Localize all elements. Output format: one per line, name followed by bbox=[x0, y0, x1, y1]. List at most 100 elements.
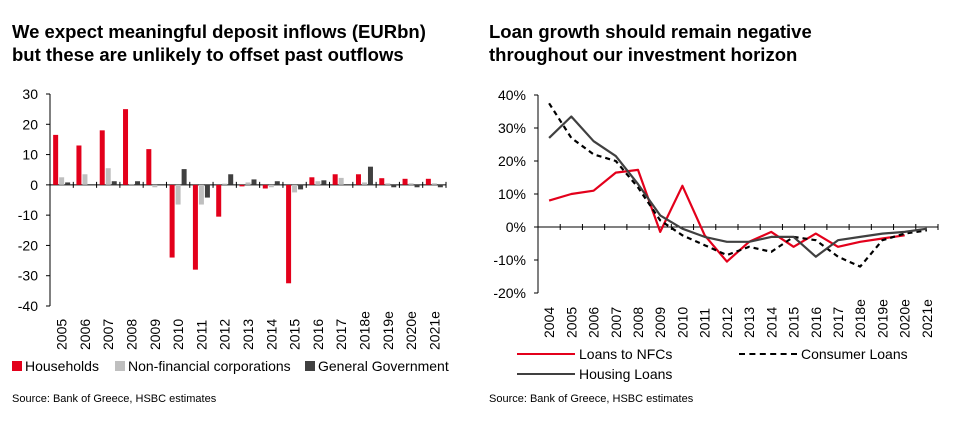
x-tick-label: 2015 bbox=[287, 319, 303, 350]
legend-swatch-nfc bbox=[115, 361, 125, 371]
x-tick-label: 2006 bbox=[586, 307, 602, 338]
y-tick-label: 0% bbox=[506, 219, 526, 235]
y-tick-label: 20% bbox=[498, 153, 526, 169]
bar-general-government bbox=[204, 184, 210, 198]
y-tick-label: -10 bbox=[18, 207, 38, 223]
x-tick-label: 2019e bbox=[874, 299, 890, 338]
x-tick-label: 2005 bbox=[54, 319, 70, 350]
x-tick-label: 2006 bbox=[77, 319, 93, 350]
x-tick-label: 2008 bbox=[124, 319, 140, 350]
legend-line-housing-loans bbox=[517, 373, 575, 375]
series-line-consumer-loans bbox=[548, 102, 928, 268]
bar-households bbox=[192, 184, 198, 270]
x-tick-label: 2014 bbox=[263, 319, 279, 350]
bar-households bbox=[425, 178, 431, 185]
bar-non-financial-corporations bbox=[105, 168, 111, 185]
x-tick-label: 2020e bbox=[403, 311, 419, 350]
x-tick-label: 2021e bbox=[426, 311, 442, 350]
bar-households bbox=[286, 184, 292, 284]
bar-general-government bbox=[251, 179, 257, 185]
x-tick-label: 2005 bbox=[563, 307, 579, 338]
legend-line-consumer-loans bbox=[739, 353, 797, 355]
legend-label-government: General Government bbox=[318, 358, 449, 374]
bar-households bbox=[169, 184, 175, 258]
bar-general-government bbox=[367, 166, 373, 185]
x-tick-label: 2011 bbox=[697, 308, 713, 338]
bar-households bbox=[239, 184, 245, 187]
bar-households bbox=[262, 184, 268, 189]
x-tick-label: 2010 bbox=[170, 319, 186, 350]
title-line-2: throughout our investment horizon bbox=[489, 44, 798, 65]
bar-general-government bbox=[274, 181, 280, 185]
bar-general-government bbox=[414, 184, 420, 188]
bar-general-government bbox=[65, 182, 71, 185]
bar-non-financial-corporations bbox=[129, 183, 135, 185]
x-tick-label: 2009 bbox=[147, 319, 163, 350]
x-tick-label: 2019e bbox=[380, 311, 396, 350]
series-line-loans-to-nfcs bbox=[548, 168, 905, 263]
legend-label-housing-loans: Housing Loans bbox=[579, 366, 673, 382]
bar-general-government bbox=[135, 181, 141, 185]
loan-growth-line-chart: 40% 30% 20% 10% 0% -10% -20% 2004 2005 2006 2007 20… bbox=[493, 87, 939, 338]
legend-item-nfc: Non-financial corporations bbox=[115, 358, 291, 374]
bar-general-government bbox=[228, 174, 234, 185]
bar-non-financial-corporations bbox=[338, 177, 344, 185]
bar-general-government bbox=[391, 184, 397, 188]
bar-households bbox=[123, 109, 129, 185]
loan-source-note: Source: Bank of Greece, HSBC estimates bbox=[489, 393, 694, 405]
bar-non-financial-corporations bbox=[245, 182, 251, 185]
bar-households bbox=[402, 178, 408, 185]
bar-non-financial-corporations bbox=[152, 184, 158, 188]
y-tick-label: 20 bbox=[22, 116, 38, 132]
y-tick-label: -20% bbox=[493, 285, 526, 301]
bar-households bbox=[379, 178, 385, 185]
bar-non-financial-corporations bbox=[385, 183, 391, 185]
x-tick-label: 2020e bbox=[897, 299, 913, 338]
bar-non-financial-corporations bbox=[268, 184, 274, 188]
bar-general-government bbox=[321, 180, 327, 185]
deposit-chart-title: We expect meaningful deposit inflows (EU… bbox=[12, 20, 482, 66]
y-tick-label: 40% bbox=[498, 87, 526, 103]
title-line-1: Loan growth should remain negative bbox=[489, 21, 812, 42]
legend-item-consumer-loans: Consumer Loans bbox=[739, 346, 908, 362]
bar-non-financial-corporations bbox=[222, 183, 228, 185]
loan-chart-title: Loan growth should remain negative throu… bbox=[489, 20, 959, 66]
x-tick-label: 2012 bbox=[217, 319, 233, 350]
legend-item-government: General Government bbox=[305, 358, 449, 374]
bar-non-financial-corporations bbox=[198, 184, 204, 205]
bar-non-financial-corporations bbox=[82, 174, 88, 185]
legend-label-households: Households bbox=[25, 358, 99, 374]
bar-general-government bbox=[111, 181, 117, 185]
loan-growth-panel: Loan growth should remain negative throu… bbox=[481, 0, 962, 443]
bar-households bbox=[309, 177, 315, 185]
bar-general-government bbox=[181, 169, 187, 185]
x-tick-label: 2018e bbox=[356, 311, 372, 350]
x-tick-label: 2016 bbox=[310, 319, 326, 350]
y-tick-label: -30 bbox=[18, 268, 38, 284]
legend-item-households: Households bbox=[12, 358, 99, 374]
x-tick-label: 2018e bbox=[852, 299, 868, 338]
x-tick-label: 2013 bbox=[240, 319, 256, 350]
bar-non-financial-corporations bbox=[431, 183, 437, 185]
legend-item-nfc-loans: Loans to NFCs bbox=[517, 346, 672, 362]
bar-households bbox=[216, 184, 222, 217]
y-tick-label: 10% bbox=[498, 186, 526, 202]
bar-households bbox=[146, 149, 152, 185]
bar-general-government bbox=[298, 184, 304, 190]
x-tick-label: 2009 bbox=[652, 307, 668, 338]
x-tick-label: 2004 bbox=[541, 307, 557, 338]
legend-label-nfc: Non-financial corporations bbox=[128, 358, 291, 374]
x-tick-label: 2008 bbox=[630, 307, 646, 338]
x-tick-label: 2017 bbox=[830, 307, 846, 338]
y-tick-label: -10% bbox=[493, 252, 526, 268]
deposit-source-note: Source: Bank of Greece, HSBC estimates bbox=[12, 393, 217, 405]
x-tick-label: 2010 bbox=[674, 307, 690, 338]
bar-households bbox=[53, 134, 59, 185]
x-tick-label: 2007 bbox=[100, 319, 116, 350]
x-tick-label: 2011 bbox=[193, 320, 209, 350]
x-tick-label: 2007 bbox=[608, 307, 624, 338]
x-tick-label: 2016 bbox=[808, 307, 824, 338]
bar-non-financial-corporations bbox=[59, 177, 65, 185]
legend-line-nfc-loans bbox=[517, 353, 575, 355]
